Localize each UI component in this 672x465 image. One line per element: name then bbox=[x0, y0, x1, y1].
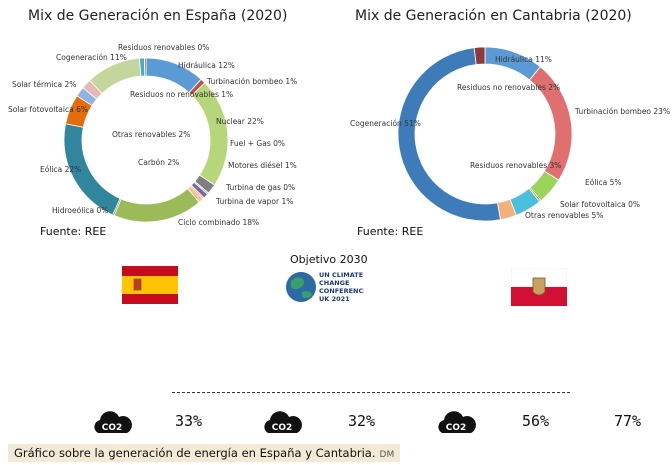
objective-title: Objetivo 2030 bbox=[290, 253, 368, 266]
spain-flag-icon bbox=[122, 266, 178, 304]
cantabria-label-turbinacion-bombeo: Turbinación bombeo 23% bbox=[574, 107, 670, 116]
spain-label-solar-fv: Solar fotovoltaica 6% bbox=[8, 105, 88, 114]
spain-label-cogeneracion: Cogeneración 11% bbox=[56, 53, 127, 62]
spain-label-carbon: Carbón 2% bbox=[138, 158, 179, 167]
globe-icon: UN CLIMATE CHANGE CONFERENCE UK 2021 bbox=[286, 271, 368, 303]
spain-label-ciclo-combinado: Ciclo combinado 18% bbox=[178, 218, 259, 227]
caption-text: Gráfico sobre la generación de energía e… bbox=[14, 446, 376, 460]
cantabria-donut-chart: Hidráulica 11% Residuos no renovables 2%… bbox=[350, 46, 670, 222]
cantabria-label-hidraulica: Hidráulica 11% bbox=[495, 55, 552, 64]
cantabria-label-residuos-renovables: Residuos renovables 3% bbox=[470, 161, 561, 170]
spain-label-eolica: Eólica 22% bbox=[40, 165, 81, 174]
co2-cloud-icon: CO2 bbox=[438, 411, 476, 433]
cantabria-label-eolica: Eólica 5% bbox=[585, 178, 622, 187]
cop-logo-line-3: CONFERENCE bbox=[319, 287, 364, 295]
spain-label-residuos-no-renovables: Residuos no renovables 1% bbox=[130, 90, 233, 99]
cop-logo-line-1: UN CLIMATE bbox=[319, 271, 363, 279]
co2-cloud-icon: CO2 bbox=[264, 411, 302, 433]
spain-label-otras-renovables: Otras renovables 2% bbox=[112, 130, 190, 139]
spain-label-motores-diesel: Motores diésel 1% bbox=[228, 161, 297, 170]
bar-spain bbox=[134, 309, 166, 435]
cop-logo-line-2: CHANGE bbox=[319, 279, 349, 287]
bar-cantabria-2 bbox=[574, 309, 606, 435]
cantabria-slice-7 bbox=[473, 46, 486, 65]
caption-credit: DM bbox=[379, 450, 395, 460]
spain-donut-chart: Residuos renovables 0% Hidráulica 12% Tu… bbox=[8, 43, 297, 227]
co2-cloud-icon: CO2 bbox=[94, 411, 132, 433]
spain-slice-14 bbox=[89, 57, 142, 95]
svg-text:CO2: CO2 bbox=[102, 423, 123, 433]
cantabria-chart-title: Mix de Generación en Cantabria (2020) bbox=[355, 8, 632, 24]
cop26-logo: UN CLIMATE CHANGE CONFERENCE UK 2021 bbox=[284, 268, 368, 306]
spain-label-turbinacion-bombeo: Turbinación bombeo 1% bbox=[206, 77, 297, 86]
bar-objective bbox=[307, 311, 339, 435]
spain-slice-16 bbox=[144, 57, 147, 77]
bar-cantabria-2-co2-label: 77% bbox=[614, 412, 642, 430]
cantabria-slice-6 bbox=[397, 47, 501, 222]
spain-label-hidroeolica: Hidroeólica 0% bbox=[52, 206, 108, 215]
bar-spain-co2-label: 33% bbox=[175, 412, 203, 430]
bar-objective-co2-label: 32% bbox=[348, 412, 376, 430]
spain-label-nuclear: Nuclear 22% bbox=[216, 117, 264, 126]
spain-chart-title: Mix de Generación en España (2020) bbox=[28, 8, 288, 24]
spain-source: Fuente: REE bbox=[40, 225, 107, 238]
bar-cantabria-co2-label: 56% bbox=[522, 412, 550, 430]
spain-label-fuel-gas: Fuel + Gas 0% bbox=[230, 139, 285, 148]
spain-label-turbina-vapor: Turbina de vapor 1% bbox=[215, 197, 293, 206]
figure-caption: Gráfico sobre la generación de energía e… bbox=[8, 444, 401, 462]
spain-label-residuos-renovables: Residuos renovables 0% bbox=[118, 43, 209, 52]
cantabria-flag-icon bbox=[511, 268, 567, 306]
svg-text:CO2: CO2 bbox=[272, 423, 293, 433]
svg-text:CO2: CO2 bbox=[446, 423, 467, 433]
cantabria-label-residuos-no-renovables: Residuos no renovables 2% bbox=[457, 83, 560, 92]
spain-label-turbina-gas: Turbina de gas 0% bbox=[225, 183, 295, 192]
spain-label-solar-termica: Solar térmica 2% bbox=[12, 80, 76, 89]
cop-logo-line-4: UK 2021 bbox=[319, 295, 350, 303]
cantabria-label-solar-fv: Solar fotovoltaica 0% bbox=[560, 200, 640, 209]
spain-label-hidraulica: Hidráulica 12% bbox=[178, 61, 235, 70]
bar-cantabria bbox=[482, 309, 514, 435]
cantabria-label-cogeneracion: Cogeneración 51% bbox=[350, 119, 421, 128]
cantabria-source: Fuente: REE bbox=[357, 225, 424, 238]
spain-slice-8 bbox=[113, 188, 200, 223]
cantabria-label-otras-renovables: Otras renovables 5% bbox=[525, 211, 603, 220]
dashed-reference-line bbox=[172, 392, 570, 393]
